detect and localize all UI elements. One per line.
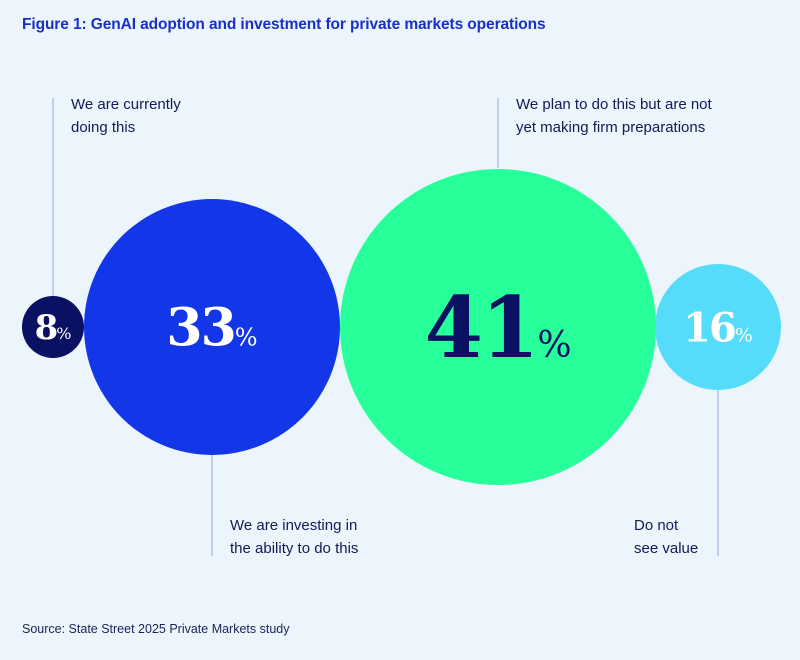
category-label-0: We are currently doing this (71, 96, 181, 136)
bubble-3 (655, 264, 781, 390)
chart-title: Figure 1: GenAI adoption and investment … (22, 16, 546, 33)
category-label-2: We plan to do this but are not yet makin… (516, 96, 712, 136)
value-label-0: 8% (35, 308, 72, 348)
value-label-1: 33% (166, 298, 257, 359)
value-label-2: 41% (424, 278, 571, 377)
source-note: Source: State Street 2025 Private Market… (22, 622, 290, 636)
category-label-3: Do not see value (634, 517, 699, 557)
value-label-3: 16% (683, 304, 753, 351)
bubble-0 (22, 296, 84, 358)
bubble-2 (340, 169, 656, 485)
category-label-1: We are investing in the ability to do th… (230, 517, 359, 557)
bubble-1 (84, 199, 340, 455)
